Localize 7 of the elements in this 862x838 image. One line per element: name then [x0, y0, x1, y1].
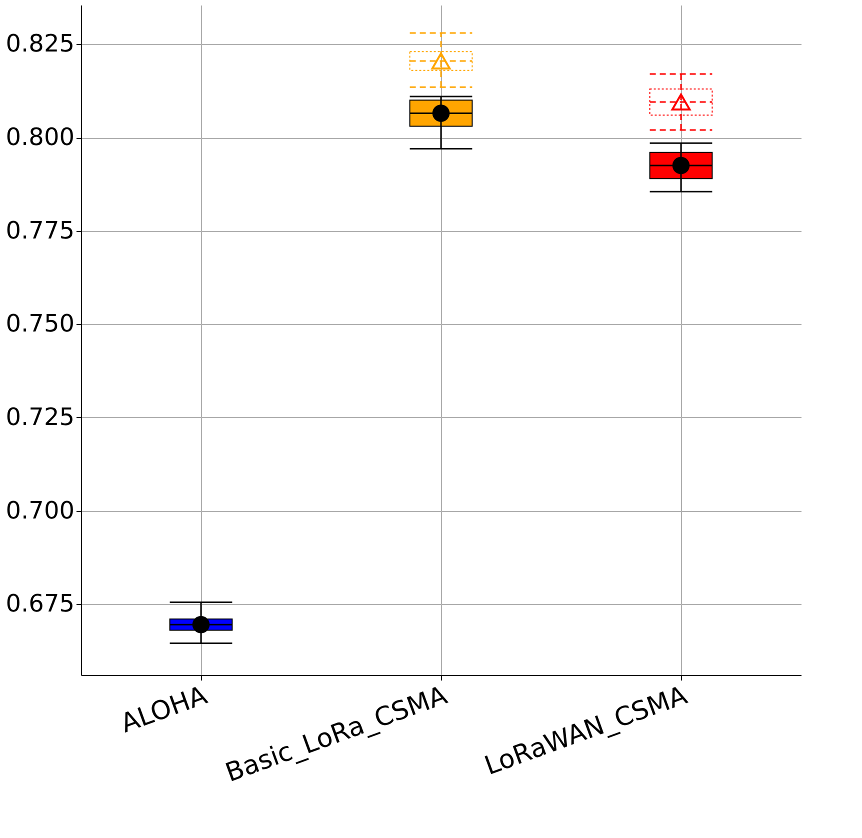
y-tick-label: 0.775: [6, 216, 74, 244]
y-tick-label: 0.750: [6, 310, 74, 338]
y-tick-label: 0.675: [6, 590, 74, 618]
y-tick-label: 0.700: [6, 496, 74, 524]
y-tick-label: 0.825: [6, 30, 74, 58]
y-tick-label: 0.725: [6, 402, 74, 431]
y-tick-label: 0.800: [6, 123, 74, 152]
